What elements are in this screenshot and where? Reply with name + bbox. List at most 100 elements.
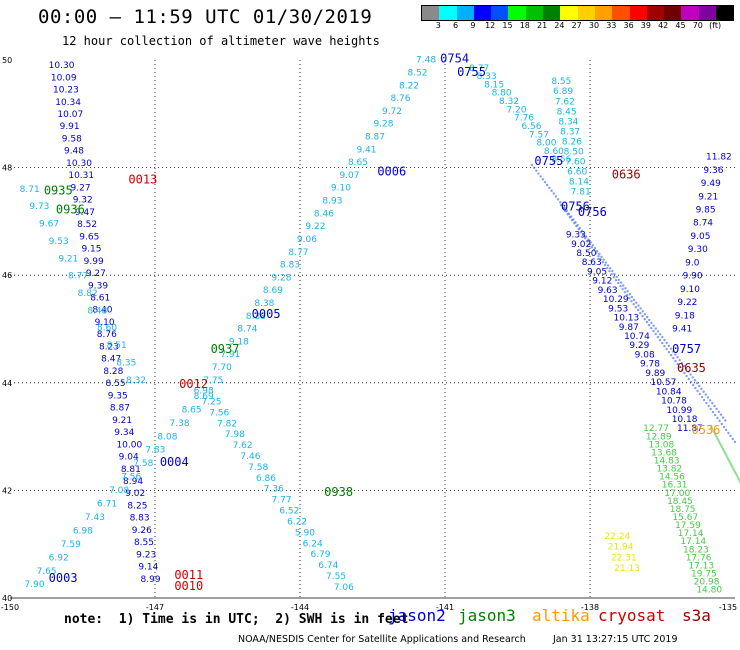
swh-value: 8.28 [103,367,123,377]
track-point [530,163,534,167]
swh-value: 18.75 [670,505,696,515]
colorbar-swatch [577,6,595,20]
swh-value: 14.83 [654,457,680,467]
swh-value: 9.28 [271,273,291,283]
swh-value: 10.18 [672,415,698,425]
track-point [685,367,688,370]
swh-value: 9.65 [79,232,99,242]
swh-value: 8.99 [141,575,161,585]
swh-value: 7.70 [212,363,232,373]
track-point [729,434,732,438]
swh-value: 9.22 [677,298,697,308]
track-point [689,373,692,376]
track-point [713,431,716,434]
track-point [561,203,564,207]
track-point [617,281,620,285]
track-point [630,299,633,303]
legend-entry-altika: altika [532,606,590,625]
track-point [628,292,631,296]
swh-value: 10.31 [68,171,94,181]
swh-value: 8.34 [558,117,578,127]
lon-tick-label: -144 [291,603,309,612]
swh-value: 10.00 [116,440,142,450]
track-point [714,434,718,437]
swh-value: 8.50 [576,249,596,259]
track-point [548,186,551,190]
track-point [678,358,681,362]
swh-value: 9.72 [382,107,402,117]
track-point [611,269,614,273]
pass-time-label: 0754 [440,52,469,66]
swh-value: 8.74 [693,219,713,229]
swh-value: 8.65 [348,158,368,168]
track-point [726,457,730,461]
track-point [648,318,651,322]
track-point [687,377,690,381]
track-point [669,347,673,350]
swh-value: 12.89 [646,432,672,442]
track-point [606,266,609,270]
swh-value: 7.98 [225,430,245,440]
pass-time-label: 0937 [211,342,240,356]
track-point [645,320,649,324]
track-point [713,404,716,408]
swh-value: 8.25 [127,501,147,511]
swh-value: 10.09 [51,73,77,83]
swh-value: 11.82 [706,153,732,163]
swh-value: 8.00 [536,139,556,149]
track-point [707,404,710,408]
track-point [559,201,562,204]
swh-value: 7.62 [233,441,253,451]
track-point [709,424,713,428]
swh-value: 8.23 [99,342,119,352]
swh-colorbar [421,5,735,21]
track-point [700,395,704,399]
lon-tick-label: -150 [1,603,19,612]
track-point [716,437,719,441]
colorbar-swatch [612,6,630,20]
track-point [667,344,671,348]
pass-time-label: 0757 [672,342,701,356]
swh-value: 8.26 [562,137,582,147]
track-point [634,305,638,309]
track-point [724,428,728,432]
colorbar-label: 18 [519,21,530,30]
track-point [685,374,688,378]
swh-value: 9.63 [598,286,618,296]
swh-value: 9.12 [592,277,612,287]
track-point [577,228,580,231]
swh-value: 9.39 [88,281,108,291]
swh-value: 9.87 [619,323,639,333]
swh-value: 9.21 [58,254,78,264]
track-point [539,175,542,178]
swh-value: 19.75 [691,569,717,579]
track-point [576,224,579,227]
swh-value: 8.14 [569,177,589,187]
track-point [674,353,677,356]
track-point [695,381,699,385]
track-point [600,255,603,258]
track-point [711,410,715,414]
track-point [635,301,638,304]
swh-value: 7.06 [334,583,354,593]
track-point [733,469,736,472]
swh-value: 8.38 [246,312,266,322]
track-point [715,436,719,439]
track-point [717,439,720,442]
swh-value: 8.87 [365,133,385,143]
swh-value: 8.65 [182,405,202,415]
track-point [636,308,640,312]
swh-value: 9.0 [685,258,700,268]
swh-value: 8.60 [97,324,117,334]
swh-value: 9.41 [672,325,692,335]
swh-value: 8.87 [110,404,130,414]
track-point [672,356,675,360]
track-point [716,416,719,420]
track-point [612,275,616,279]
colorbar-swatch [439,6,457,20]
track-point [727,459,731,462]
track-point [661,335,664,339]
track-point [711,427,714,431]
swh-value: 9.49 [701,179,721,189]
swh-value: 6.22 [287,517,307,527]
